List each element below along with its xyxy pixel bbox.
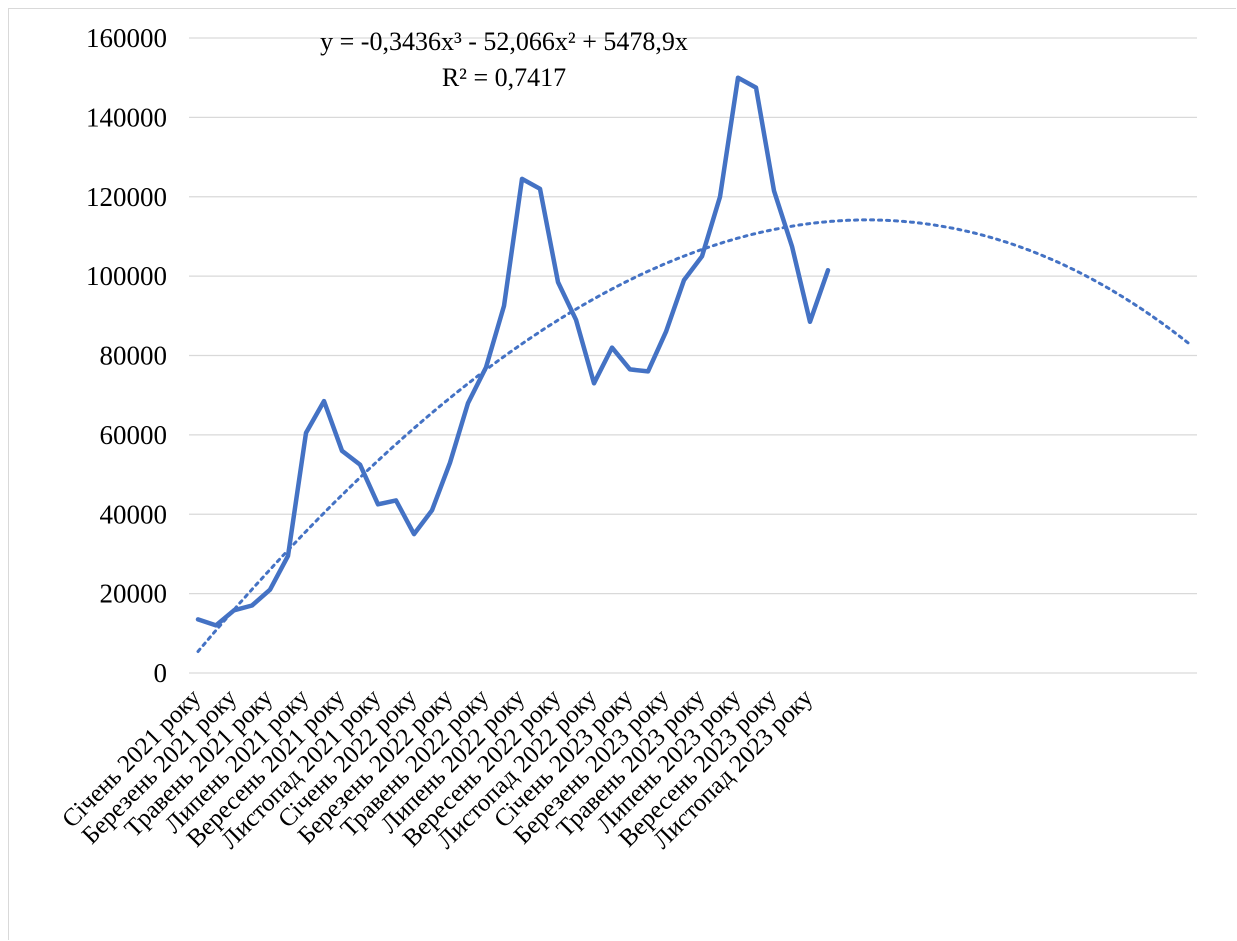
y-tick-label: 160000	[86, 23, 167, 53]
trendline	[196, 218, 1190, 653]
y-tick-label: 20000	[100, 579, 168, 609]
trendline-equation: y = -0,3436x³ - 52,066x² + 5478,9x	[320, 27, 688, 56]
r-squared-label: R² = 0,7417	[442, 63, 566, 92]
y-tick-label: 80000	[100, 341, 168, 371]
y-axis-ticks: 0 20000 40000 60000 80000 100000 120000 140000 1…	[86, 23, 167, 688]
chart-area: 0 20000 40000 60000 80000 100000 120000 140000 1…	[8, 8, 1236, 940]
y-tick-label: 120000	[86, 182, 167, 212]
y-tick-label: 40000	[100, 499, 168, 529]
y-tick-label: 0	[154, 658, 168, 688]
series-layer	[195, 75, 831, 628]
trendline-layer	[196, 218, 1190, 653]
gridlines	[189, 37, 1197, 674]
series-line	[195, 75, 831, 628]
line-chart: 0 20000 40000 60000 80000 100000 120000 140000 1…	[57, 23, 1197, 854]
y-tick-label: 140000	[86, 102, 167, 132]
y-tick-label: 100000	[86, 261, 167, 291]
y-tick-label: 60000	[100, 420, 168, 450]
